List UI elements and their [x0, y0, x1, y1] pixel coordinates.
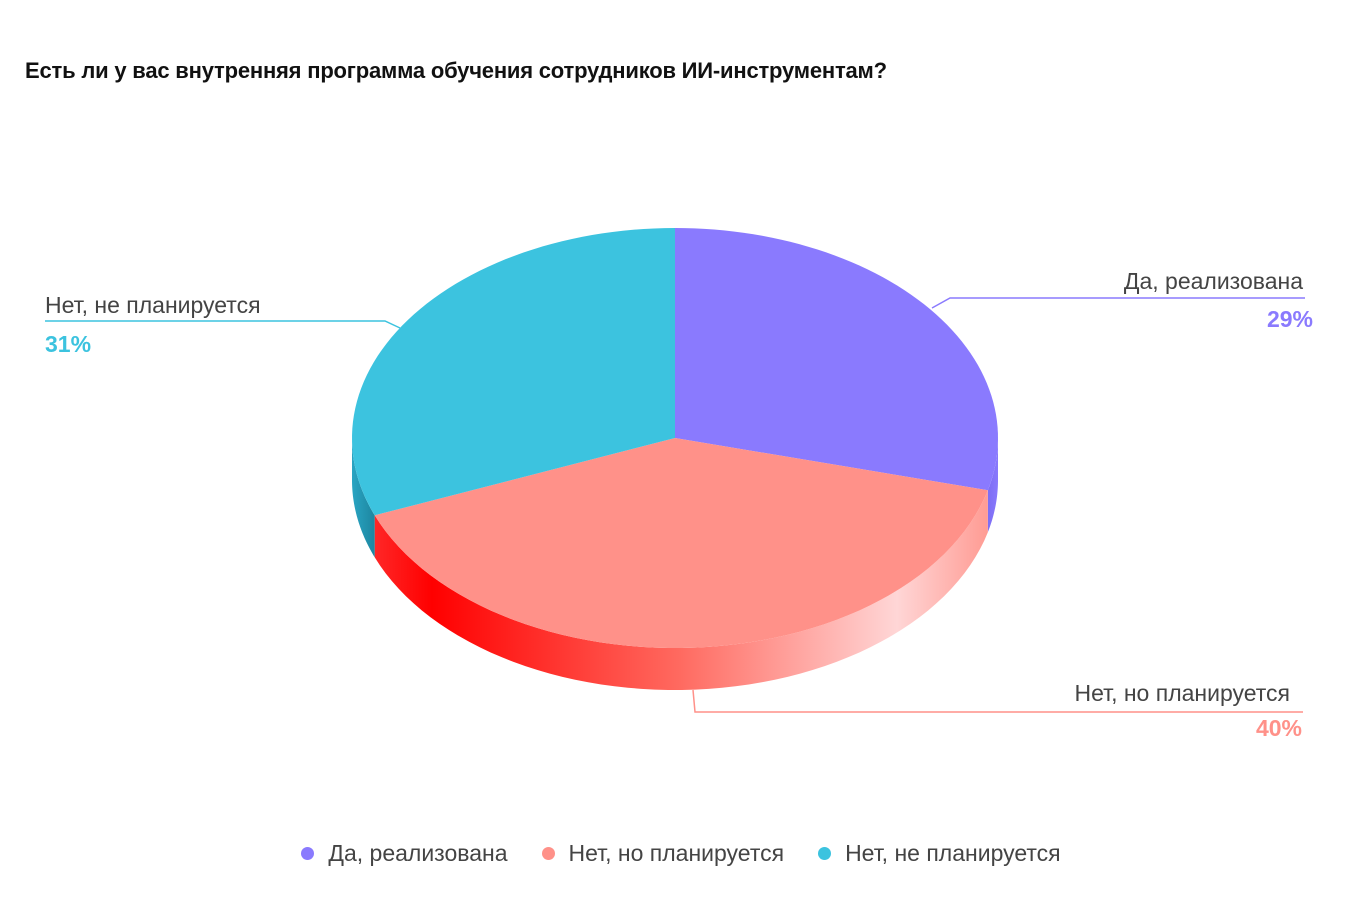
legend-label: Нет, но планируется: [568, 840, 785, 866]
slice-yes[interactable]: [675, 228, 998, 491]
slice-value-planned: 40%: [1255, 715, 1302, 741]
slice-value-yes: 29%: [1266, 306, 1313, 332]
legend-item-not-planned[interactable]: Нет, не планируется: [818, 840, 1061, 867]
slice-planned[interactable]: [374, 438, 988, 648]
slice-label-not-planned: Нет, не планируется: [45, 292, 261, 318]
callout-line-yes: [931, 297, 1305, 309]
slice-label-yes: Да, реализована: [1123, 268, 1303, 294]
legend-item-yes[interactable]: Да, реализована: [301, 840, 508, 867]
callout-line-planned: [692, 689, 1303, 713]
slice-not-planned[interactable]: [352, 228, 675, 516]
slice-value-not-planned: 31%: [45, 331, 92, 357]
legend-marker: [541, 847, 555, 860]
callout-line-not-planned: [45, 320, 401, 329]
legend-item-planned[interactable]: Нет, но планируется: [541, 840, 785, 867]
legend-label: Нет, не планируется: [845, 840, 1061, 866]
slice-side-planned: [374, 490, 988, 690]
slice-side-yes: [987, 438, 998, 533]
slice-label-planned: Нет, но планируется: [1074, 680, 1290, 706]
legend: Да, реализована Нет, но планируется Нет,…: [0, 840, 1350, 867]
legend-label: Да, реализована: [328, 840, 508, 866]
chart-title: Есть ли у вас внутренняя программа обуче…: [25, 58, 887, 83]
slice-side-not-planned: [352, 438, 375, 558]
legend-marker: [301, 847, 315, 860]
legend-marker: [818, 847, 832, 860]
